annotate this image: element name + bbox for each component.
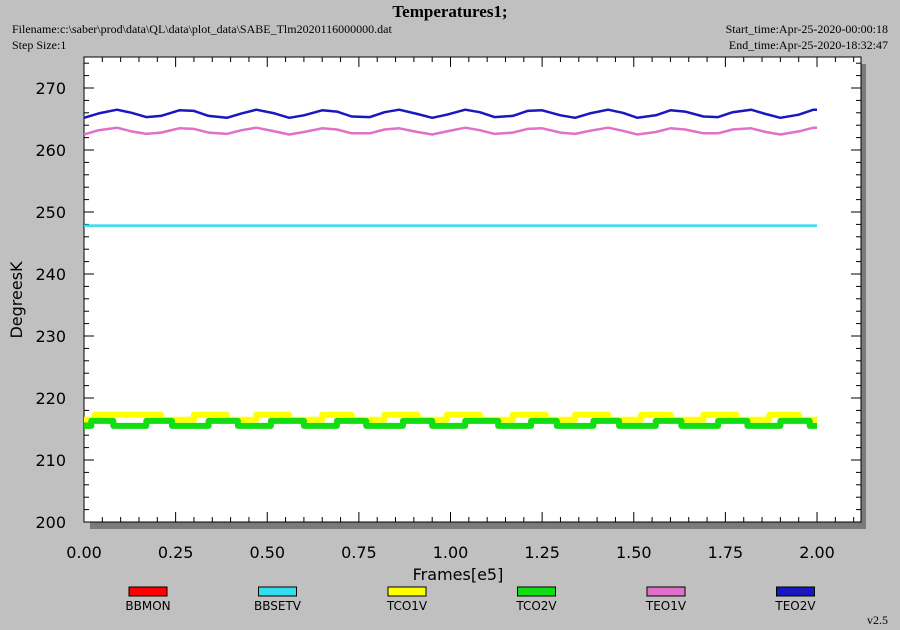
x-tick-label: 1.00 — [433, 543, 469, 562]
legend-swatch-tco2v — [517, 586, 556, 597]
y-tick-label: 260 — [35, 141, 66, 160]
legend-swatch-bbmon — [128, 586, 168, 597]
x-tick-label: 2.00 — [799, 543, 835, 562]
legend-label-teo1v: TEO1V — [645, 599, 687, 613]
chart-title: Temperatures1; — [392, 2, 508, 21]
x-tick-label: 1.50 — [616, 543, 652, 562]
end-time-label: End_time:Apr-25-2020-18:32:47 — [728, 38, 888, 52]
x-axis-title: Frames[e5] — [413, 565, 504, 584]
y-tick-label: 220 — [35, 389, 66, 408]
y-tick-label: 250 — [35, 203, 66, 222]
legend-label-tco2v: TCO2V — [515, 599, 557, 613]
y-tick-label: 200 — [35, 513, 66, 532]
legend-label-tco1v: TCO1V — [386, 599, 428, 613]
series-line-teo2v — [83, 108, 817, 120]
y-tick-label: 230 — [35, 327, 66, 346]
plot-area — [83, 56, 862, 523]
legend: BBMON BBSETV TCO1V TCO2V TEO1V TEO2V — [125, 586, 816, 613]
x-tick-label: 0.75 — [341, 543, 377, 562]
y-tick-label: 210 — [35, 451, 66, 470]
x-tick-label: 1.25 — [524, 543, 560, 562]
legend-label-bbsetv: BBSETV — [254, 599, 302, 613]
legend-label-teo2v: TEO2V — [774, 599, 816, 613]
start-time-label: Start_time:Apr-25-2020-00:00:18 — [725, 22, 888, 36]
x-tick-labels: 0.00 0.25 0.50 0.75 1.00 1.25 1.50 1.75 2.00 — [66, 543, 835, 562]
legend-swatch-bbsetv — [258, 586, 297, 597]
series-line-teo1v — [83, 126, 817, 136]
legend-swatch-tco1v — [387, 586, 427, 597]
y-tick-label: 240 — [35, 265, 66, 284]
legend-label-bbmon: BBMON — [125, 599, 170, 613]
legend-swatch-teo1v — [646, 586, 686, 597]
x-tick-label: 1.75 — [708, 543, 744, 562]
x-tick-label: 0.50 — [249, 543, 285, 562]
y-tick-labels: 200 210 220 230 240 250 260 270 — [35, 79, 66, 532]
version-label: v2.5 — [867, 613, 888, 627]
tick-marks — [83, 57, 861, 523]
legend-swatch-teo2v — [776, 586, 815, 597]
series-group — [83, 108, 817, 429]
y-axis-title: DegreesK — [7, 261, 26, 339]
filename-label: Filename:c:\saber\prod\data\QL\data\plot… — [12, 22, 392, 36]
x-tick-label: 0.25 — [158, 543, 194, 562]
x-tick-label: 0.00 — [66, 543, 102, 562]
y-tick-label: 270 — [35, 79, 66, 98]
series-line-tco1v — [84, 411, 817, 423]
series-line-tco2v — [84, 417, 817, 429]
step-size-label: Step Size:1 — [12, 38, 67, 52]
